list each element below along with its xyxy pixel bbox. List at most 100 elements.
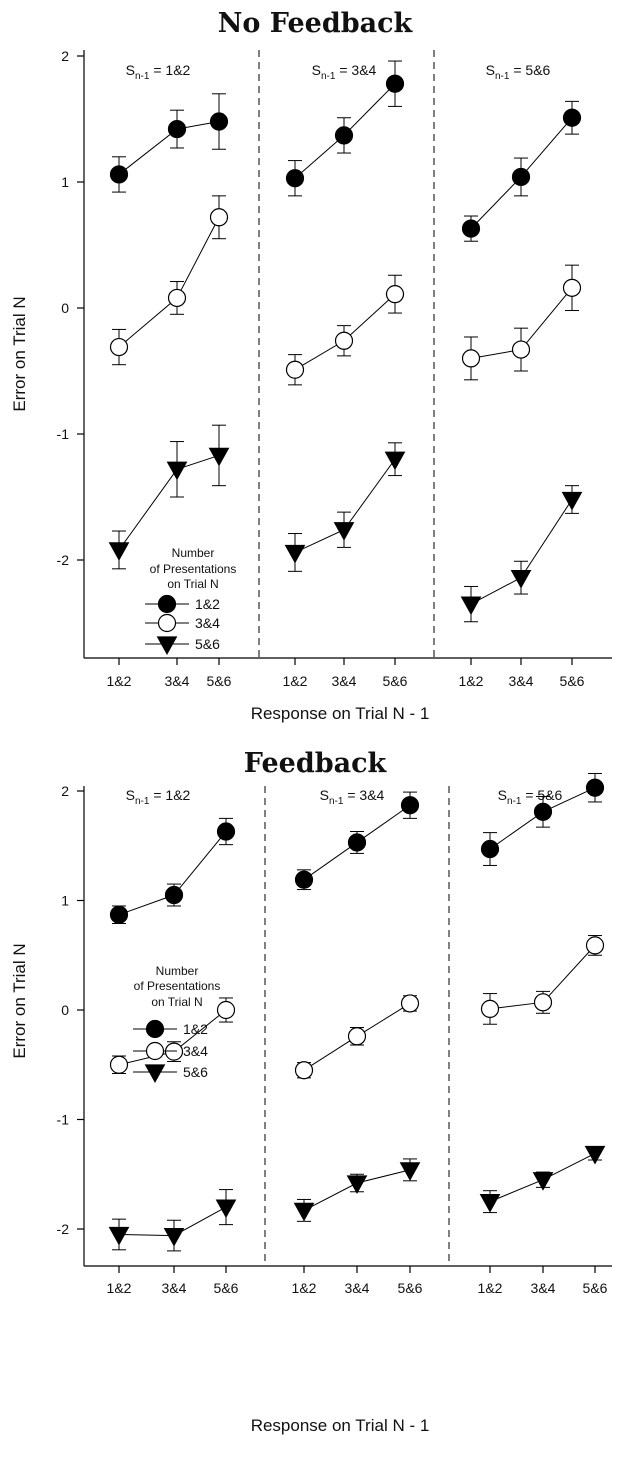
panel-label-main: S (498, 787, 507, 803)
x-tick-label: 5&6 (383, 673, 408, 689)
series-1-2 (480, 772, 605, 866)
data-point (562, 278, 582, 297)
data-point (108, 1226, 130, 1246)
legend-marker (157, 594, 177, 614)
data-point (209, 112, 229, 131)
panel-label-main: S (486, 62, 495, 78)
chart-title: Feedback (244, 748, 388, 779)
x-tick-label: 1&2 (107, 1280, 132, 1296)
data-point (334, 331, 354, 350)
data-point (400, 994, 420, 1013)
x-tick-label: 1&2 (478, 1280, 503, 1296)
data-point (460, 596, 482, 616)
y-tick-label: 1 (61, 174, 69, 190)
panel-label-sub: n-1 (507, 796, 522, 807)
data-point (400, 796, 420, 815)
series-5-6 (460, 485, 583, 623)
x-tick-label: 5&6 (560, 673, 585, 689)
data-point (285, 360, 305, 379)
x-tick-label: 1&2 (107, 673, 132, 689)
y-tick-label: -1 (57, 426, 70, 442)
panel-3: Sn-1 = 5&6 1&2 3&4 5&6 (478, 772, 608, 1296)
data-point (385, 285, 405, 304)
x-tick-label: 5&6 (398, 1280, 423, 1296)
series-1-2 (294, 791, 420, 891)
y-tick-label: 2 (61, 48, 69, 64)
data-point (585, 936, 605, 955)
data-point (109, 165, 129, 184)
data-point (164, 1042, 184, 1061)
data-point (284, 544, 306, 564)
data-point (347, 1027, 367, 1046)
panel-label-sub: n-1 (329, 796, 344, 807)
x-tick-label: 3&4 (162, 1280, 187, 1296)
series-5-6 (108, 1189, 237, 1252)
legend-item-label: 1&2 (195, 596, 220, 612)
data-point (384, 451, 406, 471)
series-3-4 (109, 195, 229, 366)
data-point (164, 885, 184, 905)
y-tick-label: -1 (57, 1112, 70, 1128)
data-point (385, 74, 405, 93)
series-3-4 (461, 264, 582, 381)
legend-item-label: 1&2 (183, 1021, 208, 1037)
series-3-4 (285, 274, 405, 386)
data-point (480, 839, 500, 859)
panel-label-rest: = 1&2 (149, 62, 190, 78)
panel-1: Sn-1 = 1&2 1&2 3&4 5&6 (107, 62, 232, 689)
data-point (334, 126, 354, 145)
series-5-6 (284, 442, 406, 572)
series-1-2 (461, 100, 582, 242)
x-axis-label: Response on Trial N - 1 (251, 704, 430, 723)
x-tick-label: 5&6 (214, 1280, 239, 1296)
panel-label: Sn-1 = 3&4 (312, 62, 377, 82)
data-point (109, 905, 129, 924)
data-point (562, 108, 582, 127)
panel-label-sub: n-1 (321, 71, 336, 82)
panel-2: Sn-1 = 3&4 1&2 3&4 5&6 (283, 60, 408, 689)
data-point (347, 833, 367, 852)
legend-marker (145, 1019, 165, 1039)
data-point (293, 1202, 315, 1222)
series-5-6 (293, 1158, 421, 1222)
data-point (294, 1061, 314, 1080)
panel-label-sub: n-1 (135, 71, 150, 82)
series-3-4 (294, 994, 420, 1080)
panel-label: Sn-1 = 5&6 (486, 62, 551, 82)
panel-3: Sn-1 = 5&6 1&2 3&4 5&6 (459, 62, 585, 689)
data-point (216, 822, 236, 841)
y-tick-label: -2 (57, 552, 70, 568)
y-tick-label: 1 (61, 893, 69, 909)
panel-1: Sn-1 = 1&2 1&2 3&4 5&6 (107, 787, 239, 1296)
legend-title-line: Number (156, 964, 199, 978)
panel-2: Sn-1 = 3&4 1&2 3&4 5&6 (292, 787, 423, 1296)
data-point (167, 288, 187, 308)
x-tick-label: 5&6 (583, 1280, 608, 1296)
data-point (479, 1194, 501, 1213)
chart-no-feedback: No Feedback 2 1 0 -1 -2 Error on Trial N Sn-1 =… (10, 8, 612, 723)
panel-label-sub: n-1 (495, 71, 510, 82)
x-tick-label: 3&4 (332, 673, 357, 689)
series-5-6 (479, 1145, 606, 1214)
data-point (480, 999, 500, 1019)
panel-label-rest: = 3&4 (335, 62, 376, 78)
legend-title-line: of Presentations (134, 979, 221, 993)
data-point (510, 570, 532, 589)
panel-label: Sn-1 = 5&6 (498, 787, 563, 807)
data-point (333, 522, 355, 541)
legend-marker (157, 613, 177, 633)
data-point (461, 219, 481, 238)
panel-label-main: S (312, 62, 321, 78)
chart-feedback: Feedback 2 1 0 -1 -2 Error on Trial N Sn-1 = 1&… (10, 748, 612, 1435)
y-axis-label: Error on Trial N (10, 296, 29, 411)
data-point (109, 1055, 129, 1074)
x-tick-label: 1&2 (292, 1280, 317, 1296)
series-3-4 (480, 935, 605, 1025)
legend-marker (145, 1041, 165, 1061)
series-1-2 (109, 93, 229, 193)
data-point (216, 1000, 236, 1020)
y-tick-label: -2 (57, 1221, 70, 1237)
